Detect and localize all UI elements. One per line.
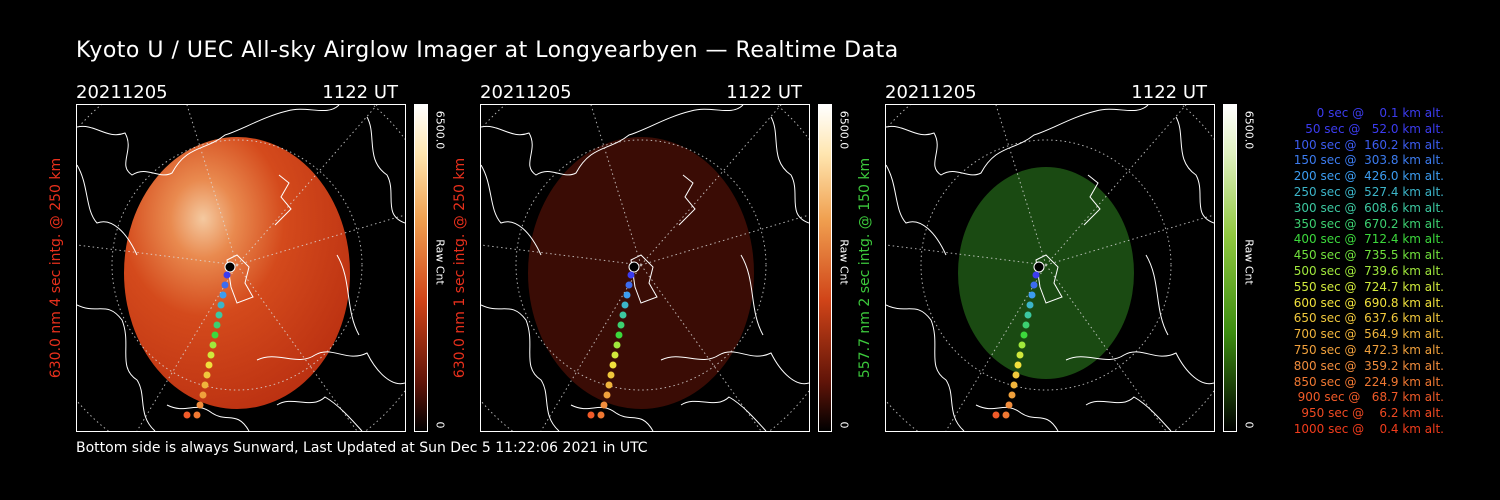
panel-ylabel: 557.7 nm 2 sec intg. @ 150 km — [857, 157, 873, 379]
airglow-disc — [528, 137, 754, 409]
legend-row: 0 sec @ 0.1 km alt. — [1305, 106, 1444, 120]
trajectory-dots — [183, 261, 236, 419]
legend-row: 750 sec @ 472.3 km alt. — [1289, 342, 1444, 357]
panel-ylabel: 630.0 nm 4 sec intg. @ 250 km — [48, 157, 64, 379]
panel-date: 20211205 — [76, 82, 168, 103]
legend-row: 900 sec @ 68.7 km alt. — [1293, 390, 1444, 405]
imager-panel-2: 20211205 1122 UT 630.0 nm 1 sec intg. @ … — [452, 82, 880, 432]
panel-date: 20211205 — [885, 82, 977, 103]
legend-row: 1000 sec @ 0.4 km alt. — [1293, 421, 1444, 436]
imager-panel-3: 20211205 1122 UT 557.7 nm 2 sec intg. @ … — [857, 82, 1285, 432]
trajectory-dots — [587, 261, 640, 419]
legend-row: 850 sec @ 224.9 km alt. — [1289, 374, 1444, 389]
colorbar-unit: Raw Cnt — [433, 239, 447, 285]
colorbar-max: 6500.0 — [433, 110, 447, 150]
panel-time: 1122 UT — [322, 82, 398, 103]
panel-time: 1122 UT — [726, 82, 802, 103]
legend-row: 100 sec @ 160.2 km alt. — [1289, 137, 1444, 152]
airglow-disc — [958, 167, 1134, 379]
trajectory-dots — [992, 261, 1045, 419]
legend-row: 50 sec @ 52.0 km alt. — [1297, 121, 1444, 136]
colorbar — [414, 104, 428, 432]
legend-row: 150 sec @ 303.8 km alt. — [1289, 153, 1444, 168]
trajectory-legend: 0 sec @ 0.1 km alt. 50 sec @ 52.0 km alt… — [1268, 106, 1444, 438]
legend-row: 300 sec @ 608.6 km alt. — [1289, 200, 1444, 215]
colorbar-unit: Raw Cnt — [837, 239, 851, 285]
colorbar-min: 0 — [837, 421, 851, 429]
colorbar — [1223, 104, 1237, 432]
legend-row: 250 sec @ 527.4 km alt. — [1289, 184, 1444, 199]
legend-row: 550 sec @ 724.7 km alt. — [1289, 279, 1444, 294]
panel-time: 1122 UT — [1131, 82, 1207, 103]
allsky-image — [480, 104, 810, 432]
allsky-image — [885, 104, 1215, 432]
legend-row: 500 sec @ 739.6 km alt. — [1289, 263, 1444, 278]
legend-row: 600 sec @ 690.8 km alt. — [1289, 295, 1444, 310]
airglow-disc — [124, 137, 350, 409]
colorbar-min: 0 — [1242, 421, 1256, 429]
legend-row: 400 sec @ 712.4 km alt. — [1289, 232, 1444, 247]
colorbar-max: 6500.0 — [1242, 110, 1256, 150]
colorbar-max: 6500.0 — [837, 110, 851, 150]
legend-row: 450 sec @ 735.5 km alt. — [1289, 248, 1444, 263]
legend-row: 800 sec @ 359.2 km alt. — [1289, 358, 1444, 373]
page-title: Kyoto U / UEC All-sky Airglow Imager at … — [76, 38, 899, 63]
panel-ylabel: 630.0 nm 1 sec intg. @ 250 km — [452, 157, 468, 379]
legend-row: 650 sec @ 637.6 km alt. — [1289, 311, 1444, 326]
colorbar — [818, 104, 832, 432]
panel-date: 20211205 — [480, 82, 572, 103]
imager-panel-1: 20211205 1122 UT 630.0 nm 4 sec intg. @ … — [48, 82, 476, 432]
legend-row: 950 sec @ 6.2 km alt. — [1297, 406, 1444, 421]
footer-note: Bottom side is always Sunward, Last Upda… — [76, 440, 648, 456]
colorbar-unit: Raw Cnt — [1242, 239, 1256, 285]
legend-row: 350 sec @ 670.2 km alt. — [1289, 216, 1444, 231]
legend-row: 200 sec @ 426.0 km alt. — [1289, 169, 1444, 184]
colorbar-min: 0 — [433, 421, 447, 429]
allsky-image — [76, 104, 406, 432]
legend-row: 700 sec @ 564.9 km alt. — [1289, 327, 1444, 342]
